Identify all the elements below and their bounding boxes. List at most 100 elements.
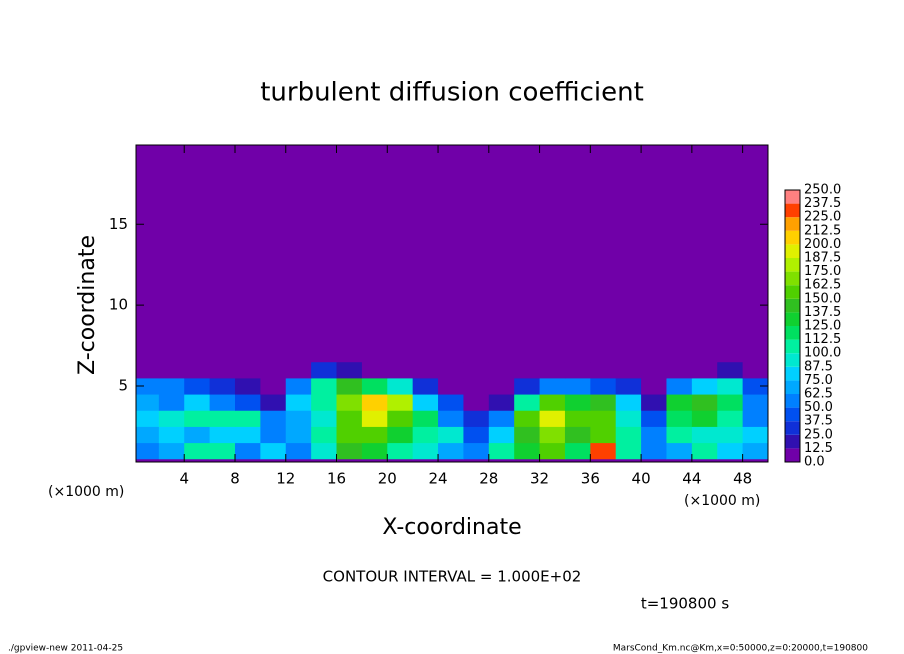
cell [234,442,261,460]
x-tick-label: 40 [632,470,651,488]
time-label: t=190800 s [641,595,729,613]
cell [641,377,667,395]
cell [539,410,566,427]
colorbar-label: 37.5 [804,414,833,429]
colorbar-label: 225.0 [804,210,841,225]
cell [539,361,566,379]
cell [488,442,515,460]
cell [136,361,160,379]
cell [438,442,464,460]
colorbar-label: 150.0 [804,291,841,306]
plot-frame [135,144,769,463]
cell [641,426,667,444]
colorbar-label: 50.0 [804,400,833,415]
x-tick-label: 48 [733,470,752,488]
cell [438,377,464,395]
cell [641,361,667,379]
x-tick-label: 4 [179,470,189,488]
cell [615,345,642,363]
cell [285,361,312,379]
cell [615,426,642,444]
cell [387,345,414,363]
cell [412,377,439,395]
cell [336,410,363,427]
colorbar-swatch [785,421,800,435]
cell [564,410,591,427]
cell [285,377,312,395]
cell [387,426,414,444]
cell [209,361,236,379]
cell [539,377,566,395]
cell [666,426,693,444]
cell [361,410,388,427]
cell [285,345,312,363]
cell [234,394,261,411]
cell [158,426,185,444]
cell [539,442,566,460]
cell [158,345,185,363]
colorbar-label: 87.5 [804,359,833,374]
colorbar-label: 125.0 [804,319,841,334]
colorbar-label: 112.5 [804,332,841,347]
cell [666,361,693,379]
cell [311,442,338,460]
cell [285,410,312,427]
cell [136,377,160,395]
cell [590,410,617,427]
cell [488,361,515,379]
x-tick-label: 36 [581,470,600,488]
cell [641,410,667,427]
contour-interval: CONTOUR INTERVAL = 1.000E+02 [323,568,582,586]
colorbar-label: 237.5 [804,196,841,211]
colorbar-swatch [785,190,800,204]
cell [387,361,414,379]
cell [184,345,211,363]
cell [209,345,236,363]
cell [590,345,617,363]
colorbar-swatch [785,258,800,272]
cell [412,410,439,427]
cell [412,345,439,363]
cell [158,361,185,379]
cell [463,345,490,363]
cell [412,426,439,444]
colorbar-label: 25.0 [804,427,833,442]
cell [361,394,388,411]
cell [641,394,667,411]
cell [336,442,363,460]
cell [691,345,718,363]
cell [234,426,261,444]
cell [590,361,617,379]
x-tick-label: 20 [378,470,397,488]
cell [136,442,160,460]
cell [666,442,693,460]
cell [387,410,414,427]
colorbar-swatch [785,203,800,218]
cell [361,361,388,379]
cell [488,345,515,363]
colorbar-label: 200.0 [804,237,841,252]
footer: MarsCond_Km.nc@Km,x=0:50000,z=0:20000,t=… [613,644,868,654]
cell [136,345,160,363]
cell [209,442,236,460]
cell [184,377,211,395]
colorbar-label: 175.0 [804,264,841,279]
cell [260,361,287,379]
cell [717,361,744,379]
cell [463,410,490,427]
colorbar-swatch [785,271,800,286]
colorbar-swatch [785,448,800,462]
cell [564,442,591,460]
colorbar-swatch [785,407,800,422]
x-axis-label: X-coordinate [382,515,521,540]
cell [260,410,287,427]
y-tick-label: 15 [109,215,128,233]
cell [158,394,185,411]
cell [387,394,414,411]
cell [742,345,769,363]
cell [184,361,211,379]
cell [514,442,541,460]
cell [412,442,439,460]
colorbar-swatch [785,230,800,245]
cell [514,361,541,379]
